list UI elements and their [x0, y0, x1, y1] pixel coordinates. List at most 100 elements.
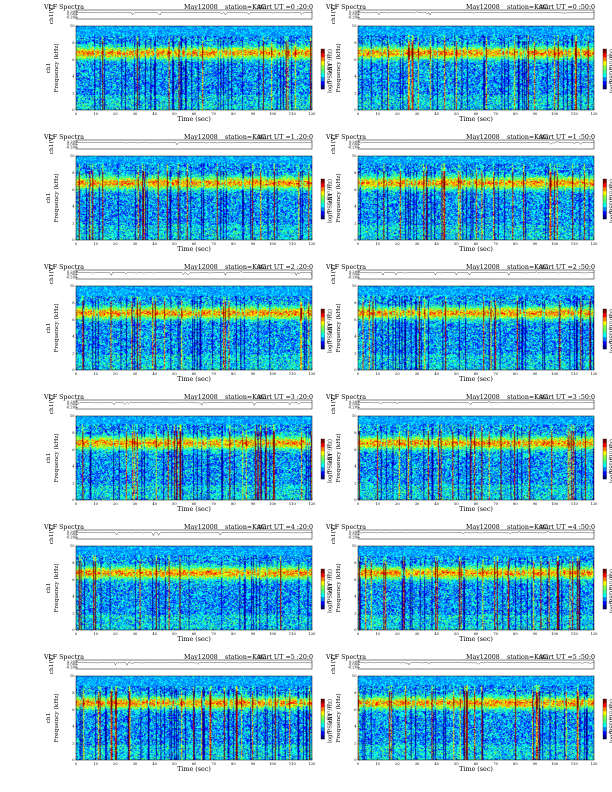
spectrogram-panel: VLF Spectra May12008 station=KAG start UT =… — [320, 134, 612, 258]
colorbar-swatch — [603, 447, 607, 452]
colorbar-swatch — [321, 57, 325, 62]
time-tick-label: 10 — [93, 242, 98, 246]
freq-axis-label-channel: ch1 — [328, 323, 334, 334]
panel-date: May12008 — [184, 394, 218, 401]
freq-tick-label: 0 — [72, 628, 75, 632]
time-tick-label: 70 — [493, 632, 498, 636]
panel-title: VLF Spectra — [325, 264, 366, 271]
time-tick-label: 100 — [551, 112, 559, 116]
time-tick-label: 10 — [93, 502, 98, 506]
freq-tick-label: 6 — [72, 578, 75, 582]
panel-start-time: start UT =4 :50:0 — [539, 524, 595, 531]
time-tick-label: 0 — [75, 372, 78, 376]
voltage-frame — [357, 9, 595, 20]
colorbar-swatch — [603, 191, 607, 196]
time-tick-label: 0 — [75, 242, 78, 246]
panel-start-time: start UT =1 :50:0 — [539, 134, 595, 141]
colorbar-tick-label: -6 — [608, 600, 612, 604]
freq-tick-label: 4 — [72, 75, 75, 79]
time-tick-label: 0 — [357, 762, 360, 766]
colorbar-swatch — [321, 573, 325, 578]
voltage-axis-label: ch1(V) — [48, 525, 55, 544]
spectrogram-panel: VLF Spectra May12008 station=KAG start UT =… — [320, 394, 612, 518]
colorbar-tick-label: -4 — [326, 587, 330, 591]
spectrogram-panel: VLF Spectra May12008 station=KAG start UT =… — [38, 394, 338, 518]
time-tick-label: 100 — [269, 762, 277, 766]
time-tick-label: 50 — [172, 372, 177, 376]
colorbar-swatch — [321, 577, 325, 582]
spectrogram-panel: VLF Spectra May12008 station=KAG start UT =… — [320, 264, 612, 388]
time-tick-label: 30 — [415, 112, 420, 116]
colorbar-frame — [602, 48, 607, 90]
colorbar-swatch — [603, 199, 607, 204]
colorbar-swatch — [603, 439, 607, 444]
colorbar-swatch — [603, 81, 607, 86]
freq-axis-label: Frequency (kHz) — [335, 303, 342, 352]
colorbar-swatch — [603, 735, 607, 740]
freq-tick-label: 4 — [354, 205, 357, 209]
time-tick-label: 20 — [113, 762, 118, 766]
panel-title: VLF Spectra — [325, 654, 366, 661]
time-tick-label: 120 — [309, 372, 317, 376]
freq-tick-label: 4 — [72, 335, 75, 339]
colorbar-swatch — [321, 333, 325, 338]
freq-tick-label: 8 — [354, 41, 357, 45]
voltage-tick-label: 0.00 — [67, 663, 76, 667]
colorbar-label: log(PSD)(V²/Hz) — [327, 699, 334, 743]
time-tick-label: 100 — [551, 762, 559, 766]
colorbar-tick-label: -2 — [608, 314, 612, 318]
voltage-trace — [75, 12, 313, 16]
colorbar-swatch — [321, 73, 325, 78]
voltage-trace — [357, 11, 595, 16]
colorbar-swatch — [321, 329, 325, 334]
voltage-axis-label: ch1(V) — [48, 265, 55, 284]
freq-axis-label-channel: ch1 — [328, 63, 334, 74]
time-tick-label: 90 — [533, 112, 538, 116]
colorbar-tick-label: -2 — [608, 184, 612, 188]
colorbar-swatch — [321, 699, 325, 704]
colorbar-swatch — [321, 447, 325, 452]
freq-tick-label: 8 — [354, 301, 357, 305]
spectrogram-panel: VLF Spectra May12008 station=KAG start UT =… — [38, 4, 338, 128]
time-tick-label: 0 — [75, 632, 78, 636]
voltage-trace — [357, 271, 595, 276]
colorbar-swatch — [603, 69, 607, 74]
panel-date: May12008 — [466, 264, 500, 271]
colorbar-swatch — [321, 585, 325, 590]
time-tick-label: 80 — [231, 372, 236, 376]
voltage-tick-label: 0.20 — [67, 270, 76, 274]
colorbar-swatch — [603, 85, 607, 90]
freq-tick-label: 6 — [354, 318, 357, 322]
colorbar-swatch — [321, 703, 325, 708]
freq-tick-label: 10 — [70, 24, 75, 28]
colorbar-swatch — [603, 53, 607, 58]
colorbar-tick-label: -6 — [608, 210, 612, 214]
freq-tick-label: 2 — [354, 351, 356, 355]
time-tick-label: 0 — [75, 502, 78, 506]
freq-tick-label: 6 — [354, 708, 357, 712]
freq-tick-label: 8 — [354, 561, 357, 565]
voltage-axis-label: ch1(V) — [330, 525, 337, 544]
freq-tick-label: 8 — [72, 41, 75, 45]
colorbar-swatch — [603, 727, 607, 732]
panel-station: station=KAG — [225, 264, 266, 271]
colorbar-tick-label: -2 — [326, 704, 330, 708]
time-tick-label: 20 — [395, 632, 400, 636]
colorbar-swatch — [603, 49, 607, 54]
time-tick-label: 60 — [192, 502, 197, 506]
freq-tick-label: 0 — [72, 108, 75, 112]
colorbar-swatch — [321, 455, 325, 460]
freq-tick-label: 0 — [354, 108, 357, 112]
freq-tick-label: 4 — [72, 725, 75, 729]
colorbar-tick-label: -4 — [608, 197, 612, 201]
voltage-tick-label: 0.00 — [349, 533, 358, 537]
colorbar-tick-label: -4 — [326, 197, 330, 201]
colorbar-swatch — [321, 215, 325, 220]
freq-tick-label: 0 — [72, 368, 75, 372]
freq-tick-label: 8 — [72, 301, 75, 305]
colorbar-swatch — [603, 211, 607, 216]
